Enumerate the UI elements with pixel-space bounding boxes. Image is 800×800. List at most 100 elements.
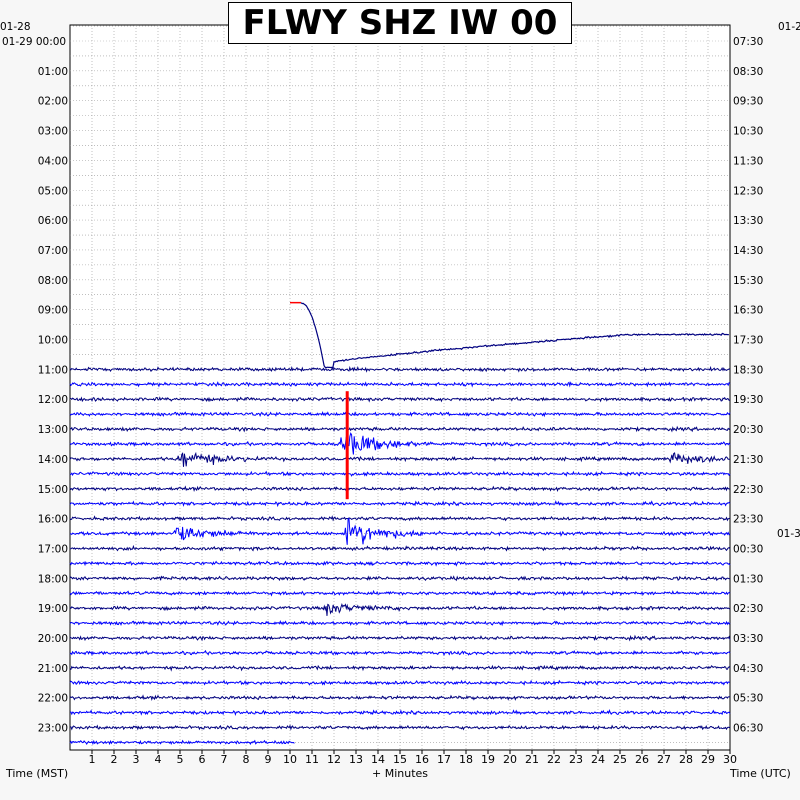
- left-row-label: 17:00: [38, 543, 68, 555]
- left-row-label: 21:00: [38, 663, 68, 675]
- right-row-label: 19:30: [733, 394, 763, 406]
- seismic-trace: [69, 575, 731, 582]
- x-tick-label: 27: [657, 753, 671, 766]
- seismic-trace: [69, 649, 731, 657]
- right-row-label: 18:30: [733, 364, 763, 376]
- left-row-label: 06:00: [38, 215, 68, 227]
- left-row-label: 08:00: [38, 275, 68, 287]
- x-tick-label: 19: [481, 753, 495, 766]
- x-tick-label: 17: [437, 753, 451, 766]
- left-row-label: 12:00: [38, 394, 68, 406]
- seismic-trace: [69, 619, 731, 627]
- right-row-label: 16:30: [733, 305, 763, 317]
- right-row-label: 08:30: [733, 66, 763, 78]
- x-tick-label: 23: [569, 753, 583, 766]
- right-row-label: 17:30: [733, 335, 763, 347]
- right-row-label: 23:30: [733, 514, 763, 526]
- right-row-label: 07:30: [733, 36, 763, 48]
- right-row-label: 06:30: [733, 723, 763, 735]
- seismic-trace: [69, 500, 731, 508]
- x-tick-label: 3: [133, 753, 140, 766]
- seismic-trace: [69, 432, 731, 455]
- x-tick-label: 2: [111, 753, 118, 766]
- x-tick-label: 1: [89, 753, 96, 766]
- x-tick-label: 7: [221, 753, 228, 766]
- x-tick-label: 10: [283, 753, 297, 766]
- seismic-trace: [69, 396, 731, 403]
- axis-labels: 01-28 01-29 00:00 01-29 01-30 Time (MST)…: [0, 21, 800, 780]
- right-row-label: 13:30: [733, 215, 763, 227]
- seismic-trace: [69, 411, 731, 418]
- seismic-trace: [69, 515, 731, 522]
- right-row-label: 05:30: [733, 693, 763, 705]
- x-tick-label: 26: [635, 753, 649, 766]
- left-row-label: 22:00: [38, 693, 68, 705]
- left-row-label: 11:00: [38, 364, 68, 376]
- x-tick-label: 14: [371, 753, 385, 766]
- x-tick-label: 24: [591, 753, 605, 766]
- seismic-trace: [69, 709, 731, 717]
- seismic-trace: [69, 485, 730, 493]
- right-row-label: 11:30: [733, 155, 763, 167]
- right-row-label: 22:30: [733, 484, 763, 496]
- right-top-date: 01-29: [778, 21, 800, 33]
- right-row-label: 12:30: [733, 185, 763, 197]
- left-row-label: 02:00: [38, 96, 68, 108]
- left-row-label: 14:00: [38, 454, 68, 466]
- drift-trace: [300, 302, 729, 369]
- x-tick-label: 12: [327, 753, 341, 766]
- left-row-label: 19:00: [38, 603, 68, 615]
- x-axis-label: + Minutes: [372, 767, 428, 780]
- seismic-trace: [69, 381, 731, 388]
- chart-title: FLWY SHZ IW 00: [228, 2, 572, 44]
- seismic-trace: [69, 470, 731, 477]
- right-row-label: 14:30: [733, 245, 763, 257]
- right-row-label: 04:30: [733, 663, 763, 675]
- left-row-label: 15:00: [38, 484, 68, 496]
- left-axis-label: Time (MST): [5, 767, 68, 780]
- right-row-label: 20:30: [733, 424, 763, 436]
- x-tick-label: 25: [613, 753, 627, 766]
- seismic-trace: [69, 603, 731, 616]
- x-tick-label: 22: [547, 753, 561, 766]
- seismic-traces: [69, 301, 731, 746]
- left-top-date-2: 01-29 00:00: [2, 36, 66, 48]
- x-tick-label: 11: [305, 753, 319, 766]
- right-row-label: 10:30: [733, 126, 763, 138]
- seismic-trace: [69, 589, 731, 597]
- left-row-label: 07:00: [38, 245, 68, 257]
- x-tick-label: 6: [199, 753, 206, 766]
- right-row-label: 09:30: [733, 96, 763, 108]
- clipped-event-marker: [345, 391, 349, 500]
- x-tick-label: 30: [723, 753, 737, 766]
- seismic-trace: [69, 724, 731, 731]
- seismic-trace: [69, 679, 731, 686]
- x-tick-label: 20: [503, 753, 517, 766]
- seismic-events: [345, 391, 349, 500]
- left-row-label: 01:00: [38, 66, 68, 78]
- seismic-trace: [69, 694, 731, 702]
- seismic-trace: [69, 634, 731, 642]
- right-row-label: 21:30: [733, 454, 763, 466]
- seismic-trace: [69, 544, 731, 552]
- right-axis-label: Time (UTC): [729, 767, 791, 780]
- seismic-trace: [69, 365, 731, 373]
- right-row-label: 03:30: [733, 633, 763, 645]
- seismic-trace: [69, 664, 731, 672]
- x-tick-label: 15: [393, 753, 407, 766]
- right-row-label: 15:30: [733, 275, 763, 287]
- x-tick-label: 28: [679, 753, 693, 766]
- left-row-label: 05:00: [38, 185, 68, 197]
- x-tick-label: 29: [701, 753, 715, 766]
- left-row-label: 13:00: [38, 424, 68, 436]
- x-tick-label: 21: [525, 753, 539, 766]
- right-row-label: 00:30: [733, 543, 763, 555]
- seismic-trace: [69, 739, 295, 746]
- right-date-change: 01-30: [777, 528, 800, 540]
- left-top-date-1: 01-28: [0, 21, 31, 33]
- seismic-trace: [69, 518, 731, 545]
- x-tick-label: 9: [265, 753, 272, 766]
- x-tick-label: 8: [243, 753, 250, 766]
- x-tick-label: 18: [459, 753, 473, 766]
